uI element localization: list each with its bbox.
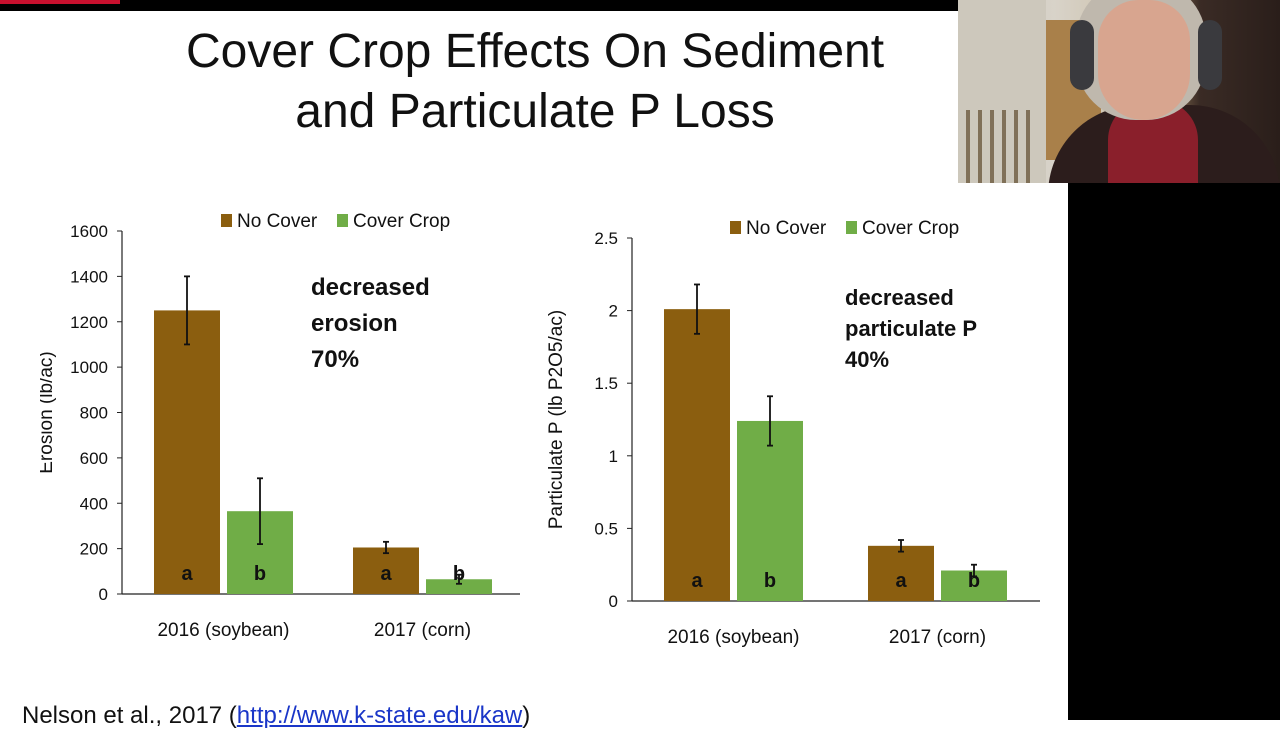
legend-swatch <box>337 214 348 227</box>
significance-letter: b <box>968 570 980 592</box>
legend-label: Cover Crop <box>862 218 959 239</box>
annotation-line: decreased <box>845 285 954 310</box>
erosion-annotation: decreased erosion 70% <box>311 270 430 378</box>
y-tick-label: 1 <box>609 447 618 466</box>
bar <box>737 420 803 601</box>
annotation-line: decreased <box>311 274 430 301</box>
y-tick-label: 1000 <box>70 358 108 377</box>
bar <box>664 309 730 601</box>
citation: Nelson et al., 2017 (http://www.k-state.… <box>22 702 530 730</box>
x-tick-label: 2017 (corn) <box>374 620 471 641</box>
y-tick-label: 1400 <box>70 267 108 286</box>
particulate-p-chart: 0 0.5 1 1.5 2 2.5 Particulate P (lb P2O5/ac) a b… <box>546 200 1058 660</box>
y-tick-label: 400 <box>80 494 108 513</box>
bar <box>868 545 934 601</box>
legend-swatch <box>730 221 741 234</box>
citation-link[interactable]: http://www.k-state.edu/kaw <box>236 702 523 729</box>
headphone-icon <box>1198 20 1222 90</box>
legend-label: No Cover <box>746 218 827 239</box>
citation-suffix: ) <box>522 702 531 729</box>
headphone-icon <box>1070 20 1094 90</box>
significance-letter: b <box>453 563 465 585</box>
significance-letter: a <box>380 563 392 585</box>
y-tick-label: 800 <box>80 404 108 423</box>
y-tick-label: 1600 <box>70 222 108 241</box>
bar <box>353 547 419 594</box>
background-chair <box>966 110 1036 183</box>
y-axis-label: Particulate P (lb P2O5/ac) <box>548 310 567 529</box>
y-tick-label: 200 <box>80 540 108 559</box>
y-tick-label: 2 <box>609 302 618 321</box>
x-tick-label: 2016 (soybean) <box>157 620 289 641</box>
significance-letter: a <box>691 570 703 592</box>
slide-title: Cover Crop Effects On Sediment and Parti… <box>90 22 980 142</box>
significance-letter: a <box>895 570 907 592</box>
presenter-video <box>958 0 1280 183</box>
y-tick-label: 2.5 <box>594 229 618 248</box>
top-bar <box>0 0 958 11</box>
y-tick-label: 0 <box>99 585 108 604</box>
bar <box>426 579 492 594</box>
significance-letter: b <box>764 570 776 592</box>
y-tick-label: 0 <box>609 592 618 611</box>
slide-title-line2: and Particulate P Loss <box>295 85 775 138</box>
legend-swatch <box>846 221 857 234</box>
annotation-line: particulate P <box>845 316 978 341</box>
y-tick-label: 1200 <box>70 313 108 332</box>
significance-letter: b <box>254 563 266 585</box>
y-axis-label: Erosion (lb/ac) <box>40 351 57 474</box>
annotation-line: 70% <box>311 346 360 373</box>
legend-label: Cover Crop <box>353 211 450 232</box>
particulate-p-annotation: decreased particulate P 40% <box>845 282 977 375</box>
y-tick-label: 0.5 <box>594 519 618 538</box>
y-tick-label: 600 <box>80 449 108 468</box>
legend-swatch <box>221 214 232 227</box>
citation-prefix: Nelson et al., 2017 ( <box>22 702 237 729</box>
black-margin <box>1068 183 1280 720</box>
legend-label: No Cover <box>237 211 318 232</box>
erosion-chart: 0 200 400 600 800 1000 1200 1400 1600 Erosion (lb… <box>36 200 530 650</box>
chart-svg: 0 0.5 1 1.5 2 2.5 Particulate P (lb P2O5/ac) a b… <box>546 218 1040 648</box>
significance-letter: a <box>181 563 193 585</box>
y-tick-label: 1.5 <box>594 374 618 393</box>
slide-title-line1: Cover Crop Effects On Sediment <box>185 25 885 78</box>
annotation-line: 40% <box>845 347 890 372</box>
annotation-line: erosion <box>311 310 398 337</box>
presenter-face <box>1098 0 1190 120</box>
x-tick-label: 2016 (soybean) <box>667 627 799 648</box>
x-tick-label: 2017 (corn) <box>889 627 986 648</box>
red-tab-indicator <box>0 0 120 4</box>
chart-svg: 0 200 400 600 800 1000 1200 1400 1600 Erosion (lb… <box>36 211 520 641</box>
bar <box>154 310 220 594</box>
